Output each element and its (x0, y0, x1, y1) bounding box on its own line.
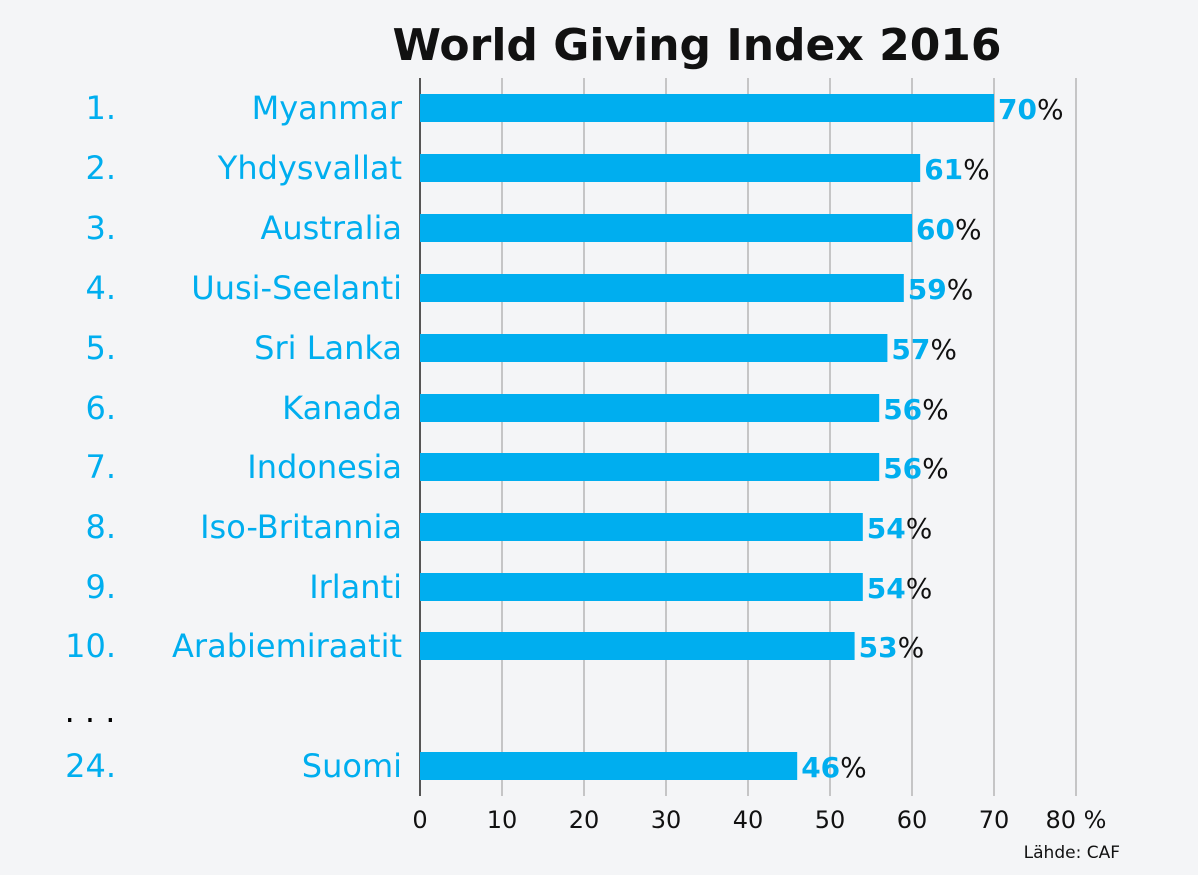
data-label: 59% (908, 273, 974, 306)
ellipsis: . . . (65, 692, 116, 730)
x-tick-label: 0 (412, 806, 427, 834)
country-label: Sri Lanka (254, 329, 402, 367)
data-label: 54% (867, 512, 933, 545)
x-tick-label: 50 (815, 806, 846, 834)
rank-label: 6. (85, 389, 116, 427)
rank-label: 5. (85, 329, 116, 367)
bar (420, 513, 863, 541)
country-label: Myanmar (252, 89, 403, 127)
source-note: Lähde: CAF (1024, 843, 1120, 863)
data-label: 46% (801, 751, 867, 784)
bar (420, 632, 855, 660)
rank-label: 24. (65, 747, 116, 785)
rank-label: 1. (85, 89, 116, 127)
bar (420, 214, 912, 242)
rank-label: 8. (85, 508, 116, 546)
rank-label: 10. (65, 627, 116, 665)
bar (420, 453, 880, 481)
country-label: Iso-Britannia (200, 508, 402, 546)
data-label: 54% (867, 572, 933, 605)
rank-label: 7. (85, 448, 116, 486)
rank-label: 3. (85, 209, 116, 247)
country-label: Kanada (282, 389, 402, 427)
x-tick-label: 20 (569, 806, 600, 834)
bar (420, 334, 888, 362)
data-label: 61% (924, 153, 990, 186)
data-label: 57% (891, 333, 957, 366)
country-label: Indonesia (247, 448, 402, 486)
bar (420, 573, 863, 601)
country-label: Arabiemiraatit (172, 627, 402, 665)
x-tick-label: 40 (733, 806, 764, 834)
rank-label: 2. (85, 149, 116, 187)
rank-label: 9. (85, 568, 116, 606)
data-label: 56% (883, 452, 949, 485)
data-label: 60% (916, 213, 982, 246)
bar (420, 752, 798, 780)
country-label: Irlanti (309, 568, 402, 606)
bars (420, 94, 994, 780)
country-label: Uusi-Seelanti (191, 269, 402, 307)
x-tick-label: 10 (487, 806, 518, 834)
data-label: 56% (883, 393, 949, 426)
x-tick-label: 30 (651, 806, 682, 834)
country-label: Australia (260, 209, 402, 247)
x-tick-label: 70 (979, 806, 1010, 834)
chart-title: World Giving Index 2016 (392, 20, 1001, 71)
data-label: 53% (859, 631, 925, 664)
x-tick-label: 80 % (1046, 806, 1107, 834)
bar (420, 274, 904, 302)
country-label: Suomi (302, 747, 402, 785)
bar (420, 94, 994, 122)
x-axis-ticks: 0 10 20 30 40 50 60 70 80 % (412, 806, 1106, 834)
x-tick-label: 60 (897, 806, 928, 834)
bar (420, 154, 921, 182)
data-label: 70% (998, 93, 1064, 126)
gridlines (419, 78, 1077, 796)
rank-label: 4. (85, 269, 116, 307)
category-labels: 1. Myanmar 70% 2. Yhdysvallat 61% 3. Australia 6… (65, 89, 1063, 785)
bar (420, 394, 880, 422)
country-label: Yhdysvallat (217, 149, 402, 187)
